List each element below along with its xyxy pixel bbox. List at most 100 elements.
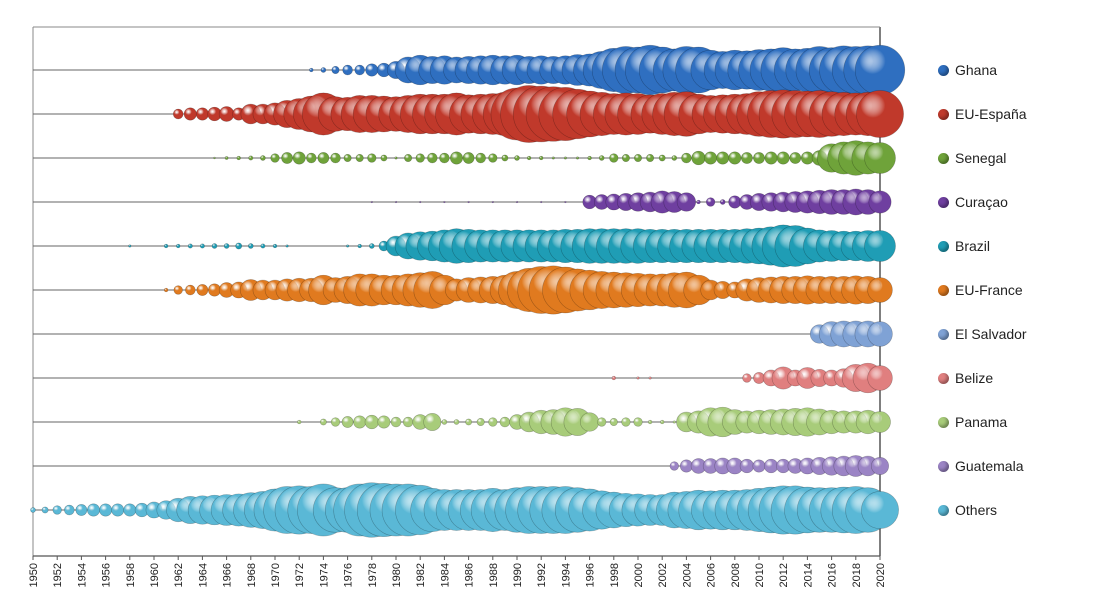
legend-swatch bbox=[938, 152, 949, 164]
legend-item: Belize bbox=[938, 368, 993, 388]
bubble bbox=[742, 373, 752, 383]
legend-label: El Salvador bbox=[955, 326, 1027, 342]
bubble bbox=[163, 287, 169, 293]
bubble bbox=[753, 152, 765, 164]
bubble bbox=[357, 243, 362, 249]
x-tick-label: 2012 bbox=[778, 563, 790, 587]
bubble bbox=[367, 153, 377, 163]
bubble bbox=[309, 67, 314, 73]
bubble bbox=[111, 503, 125, 517]
x-tick-label: 2000 bbox=[633, 563, 645, 587]
bubble bbox=[211, 243, 218, 249]
bubble bbox=[476, 417, 485, 427]
bubble bbox=[183, 107, 197, 121]
x-tick-label: 1982 bbox=[415, 563, 427, 587]
bubble bbox=[343, 153, 352, 163]
legend-item: EU-France bbox=[938, 280, 1023, 300]
bubble bbox=[419, 200, 422, 204]
bubble bbox=[185, 284, 196, 296]
bubble bbox=[248, 243, 254, 249]
bubble bbox=[621, 417, 631, 427]
x-tick-label: 1992 bbox=[536, 563, 548, 587]
bubble bbox=[501, 154, 509, 162]
bubble bbox=[297, 419, 302, 425]
legend-swatch bbox=[938, 460, 949, 472]
bubble bbox=[776, 151, 790, 165]
bubble bbox=[354, 64, 365, 76]
bubble bbox=[752, 459, 766, 473]
legend-label: Panama bbox=[955, 414, 1008, 430]
bubble bbox=[443, 200, 446, 204]
bubble bbox=[854, 44, 906, 96]
bubble bbox=[236, 155, 241, 161]
bubble bbox=[514, 155, 520, 161]
x-tick-label: 1990 bbox=[512, 563, 524, 587]
bubble bbox=[515, 200, 519, 204]
x-tick-label: 2018 bbox=[851, 563, 863, 587]
bubble bbox=[346, 244, 350, 248]
bubble bbox=[728, 195, 742, 209]
x-tick-label: 1972 bbox=[294, 563, 306, 587]
x-tick-label: 2020 bbox=[875, 563, 887, 587]
bubble bbox=[75, 504, 88, 516]
bubble bbox=[260, 155, 266, 161]
bubble bbox=[716, 151, 730, 165]
bubble bbox=[260, 243, 266, 249]
x-tick-label: 2008 bbox=[730, 563, 742, 587]
legend-item: Panama bbox=[938, 412, 1007, 432]
bubble bbox=[218, 106, 235, 122]
bubble bbox=[679, 459, 693, 473]
bubble bbox=[404, 153, 413, 163]
bubble bbox=[789, 152, 802, 164]
bubble bbox=[867, 277, 893, 303]
series-brazil bbox=[128, 224, 896, 268]
x-tick-label: 1964 bbox=[197, 563, 209, 587]
bubble bbox=[163, 243, 169, 249]
bubble bbox=[394, 156, 398, 160]
bubble bbox=[621, 153, 630, 163]
bubble bbox=[671, 155, 678, 161]
bubble bbox=[87, 503, 101, 517]
bubble bbox=[441, 419, 448, 425]
bubble bbox=[611, 375, 616, 381]
bubble bbox=[369, 243, 375, 249]
legend-label: Curaçao bbox=[955, 194, 1008, 210]
bubble bbox=[672, 420, 676, 424]
x-tick-label: 1950 bbox=[28, 563, 40, 587]
bubble bbox=[439, 152, 450, 164]
bubble-series bbox=[30, 44, 906, 538]
bubble bbox=[248, 155, 254, 161]
x-tick-label: 1970 bbox=[270, 563, 282, 587]
bubble bbox=[691, 150, 706, 166]
bubble bbox=[306, 152, 317, 164]
bubble bbox=[281, 152, 293, 164]
bubble bbox=[705, 197, 716, 207]
bubble bbox=[353, 415, 367, 429]
bubble bbox=[341, 416, 354, 428]
legend-item: El Salvador bbox=[938, 324, 1027, 344]
legend-swatch bbox=[938, 108, 949, 120]
bubble bbox=[564, 200, 567, 204]
bubble bbox=[636, 376, 640, 380]
bubble bbox=[427, 152, 438, 164]
legend-label: Senegal bbox=[955, 150, 1007, 166]
bubble bbox=[526, 155, 532, 161]
bubble bbox=[195, 107, 209, 121]
bubble bbox=[609, 153, 619, 163]
bubble bbox=[764, 151, 778, 165]
bubble bbox=[597, 417, 607, 427]
bubble bbox=[728, 151, 742, 165]
bubble bbox=[187, 243, 193, 249]
bubble bbox=[741, 152, 753, 164]
bubble bbox=[272, 243, 278, 249]
bubble bbox=[377, 415, 391, 429]
bubble bbox=[462, 152, 475, 164]
bubble bbox=[681, 152, 692, 164]
bubble bbox=[633, 153, 643, 163]
legend-label: Brazil bbox=[955, 238, 991, 254]
x-tick-label: 1952 bbox=[52, 563, 64, 587]
bubble bbox=[64, 504, 75, 516]
bubble bbox=[488, 153, 498, 163]
bubble bbox=[365, 63, 379, 77]
x-tick-label: 2002 bbox=[657, 563, 669, 587]
